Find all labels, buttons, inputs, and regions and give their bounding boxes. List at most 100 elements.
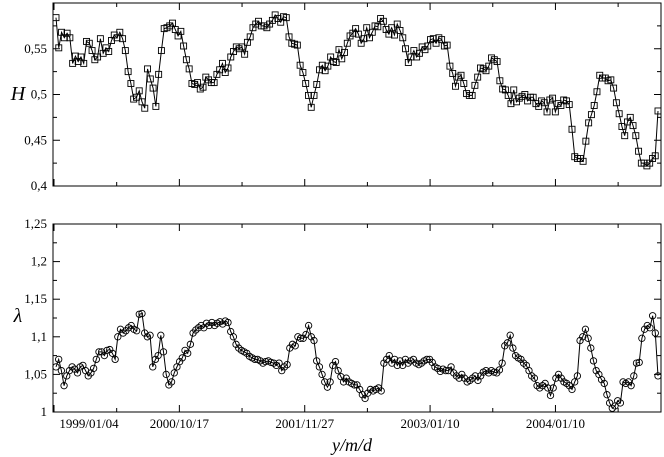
data-point bbox=[589, 357, 598, 365]
data-point bbox=[241, 50, 249, 58]
data-point bbox=[116, 325, 125, 333]
y-tick-label: 1,1 bbox=[31, 329, 47, 344]
data-point bbox=[329, 361, 337, 370]
data-point bbox=[98, 348, 106, 356]
data-point bbox=[185, 65, 193, 73]
data-point bbox=[339, 378, 348, 386]
panel-lambda: 1 1,05 1,1 1,15 1,2 1,25 1999/01/04 2000/10/17 2… bbox=[13, 216, 662, 455]
data-point bbox=[573, 372, 582, 380]
data-point bbox=[350, 381, 358, 389]
data-point bbox=[85, 39, 93, 47]
data-point bbox=[615, 110, 623, 118]
data-point bbox=[60, 382, 68, 390]
data-point bbox=[612, 99, 620, 107]
data-point bbox=[391, 31, 398, 39]
top-y-axis-label: H bbox=[10, 83, 27, 105]
data-point bbox=[449, 69, 457, 77]
data-point bbox=[343, 39, 351, 47]
data-point bbox=[138, 309, 146, 318]
data-point bbox=[124, 68, 132, 76]
data-point bbox=[585, 119, 593, 127]
data-point bbox=[218, 59, 226, 67]
data-point bbox=[157, 331, 165, 339]
series-line bbox=[55, 312, 659, 410]
data-point bbox=[80, 59, 88, 67]
data-point bbox=[621, 132, 629, 140]
data-point bbox=[530, 374, 539, 382]
data-point bbox=[119, 35, 127, 43]
data-point bbox=[632, 132, 640, 140]
data-point bbox=[293, 41, 301, 49]
data-point bbox=[299, 69, 307, 76]
data-point bbox=[342, 374, 350, 382]
y-tick-label: 1 bbox=[41, 404, 48, 419]
data-point bbox=[603, 391, 611, 399]
data-point bbox=[549, 94, 557, 102]
data-point bbox=[57, 366, 66, 375]
data-point bbox=[629, 122, 637, 130]
x-axis-label: y/m/d bbox=[330, 435, 373, 455]
data-point bbox=[302, 80, 310, 87]
data-point bbox=[565, 382, 573, 390]
y-tick-label: 0,55 bbox=[24, 41, 47, 56]
data-point bbox=[318, 370, 326, 379]
data-point bbox=[96, 35, 104, 43]
data-point bbox=[503, 339, 512, 347]
data-point bbox=[291, 342, 299, 350]
data-point bbox=[648, 312, 657, 320]
y-tick-label: 1,25 bbox=[24, 216, 47, 231]
data-point bbox=[616, 399, 625, 407]
data-point bbox=[443, 41, 451, 49]
data-point bbox=[106, 345, 114, 354]
x-tick-label: 2000/10/17 bbox=[150, 416, 210, 431]
data-point bbox=[581, 325, 590, 333]
data-point bbox=[549, 384, 557, 392]
data-point bbox=[114, 333, 122, 341]
data-point bbox=[92, 355, 100, 364]
data-point bbox=[296, 61, 304, 69]
data-point bbox=[506, 331, 514, 339]
data-point bbox=[210, 79, 218, 87]
data-point bbox=[646, 324, 654, 332]
y-tick-label: 0,4 bbox=[31, 178, 48, 193]
data-point bbox=[544, 384, 552, 392]
data-point bbox=[565, 101, 573, 109]
data-point bbox=[442, 366, 450, 375]
data-point bbox=[610, 84, 618, 92]
data-point bbox=[146, 331, 154, 339]
data-point bbox=[224, 64, 232, 72]
data-point bbox=[388, 24, 396, 32]
top-plot-frame bbox=[52, 2, 662, 187]
data-point bbox=[446, 62, 454, 70]
data-point bbox=[360, 35, 368, 43]
x-tick-label: 2001/11/27 bbox=[275, 416, 334, 431]
data-point bbox=[95, 348, 103, 356]
data-point bbox=[141, 104, 149, 112]
data-point bbox=[452, 82, 459, 90]
data-point bbox=[493, 58, 501, 66]
x-tick-label: 2004/01/10 bbox=[526, 416, 585, 431]
data-point bbox=[310, 336, 318, 345]
data-point bbox=[89, 364, 98, 373]
data-point bbox=[132, 327, 141, 335]
data-point bbox=[607, 76, 615, 84]
lambda-series bbox=[52, 309, 662, 412]
data-point bbox=[55, 355, 63, 364]
data-point bbox=[152, 102, 160, 110]
top-axis-ticks: 0,4 0,45 0,5 0,55 bbox=[24, 3, 661, 193]
data-point bbox=[199, 83, 207, 91]
data-point bbox=[186, 340, 195, 348]
data-point bbox=[55, 44, 63, 52]
data-point bbox=[409, 355, 418, 364]
data-point bbox=[315, 363, 324, 371]
data-point bbox=[151, 355, 160, 364]
data-point bbox=[307, 103, 315, 111]
data-point bbox=[157, 47, 165, 55]
data-point bbox=[304, 321, 313, 330]
data-point bbox=[224, 318, 232, 327]
data-point bbox=[627, 382, 635, 390]
data-point bbox=[517, 355, 525, 364]
y-tick-label: 0,45 bbox=[24, 132, 47, 147]
data-point bbox=[543, 108, 551, 116]
